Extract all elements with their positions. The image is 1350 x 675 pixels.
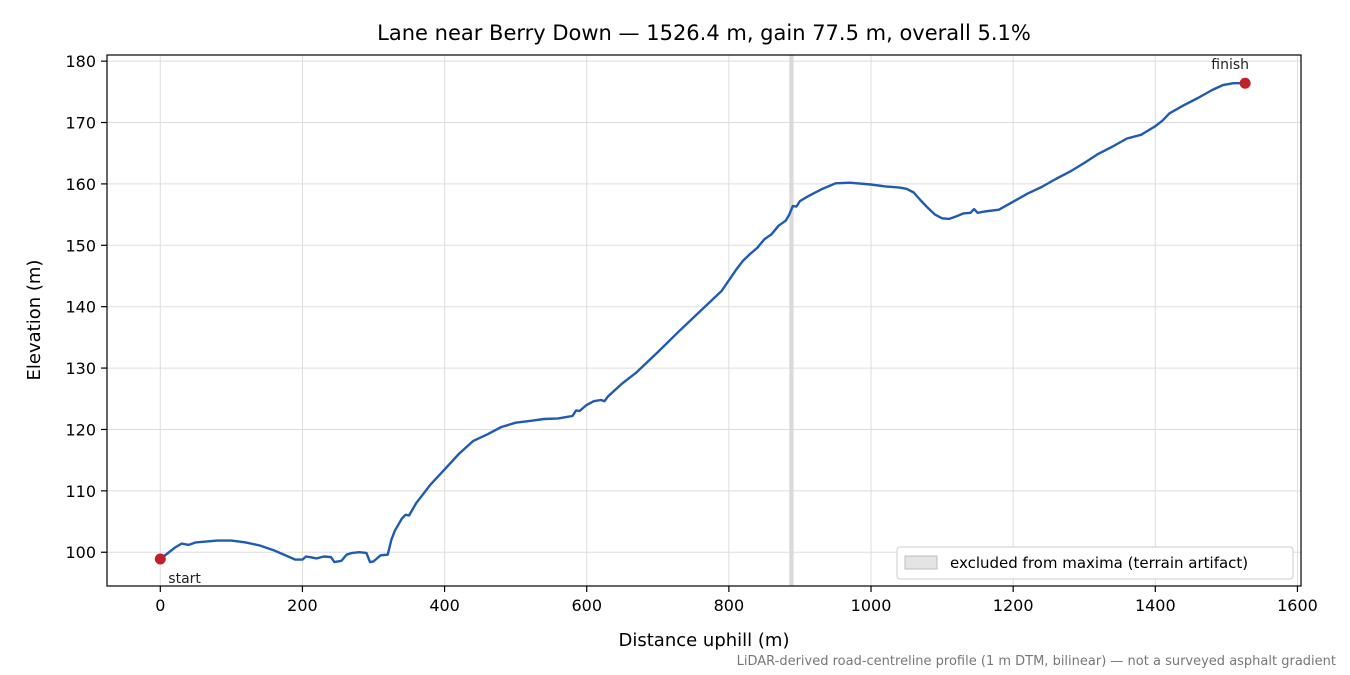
y-tick-label: 110 [65,482,96,501]
y-tick-label: 150 [65,236,96,255]
chart-title: Lane near Berry Down — 1526.4 m, gain 77… [377,21,1031,45]
x-tick-label: 1000 [851,596,892,615]
x-tick-label: 1400 [1135,596,1176,615]
x-tick-label: 800 [714,596,745,615]
y-axis-label: Elevation (m) [24,260,45,381]
marker-layer: start finish [154,57,1251,587]
elevation-line [159,81,1247,564]
legend-label: excluded from maxima (terrain artifact) [950,554,1248,572]
legend: excluded from maxima (terrain artifact) [896,546,1294,580]
y-tick-label: 140 [65,298,96,317]
axis-ticks: 0 200 400 600 800 1000 1200 1400 1600 100 110 120 13… [65,52,1317,615]
y-tick-label: 160 [65,175,96,194]
y-tick-label: 130 [65,359,96,378]
start-marker [154,553,166,565]
excluded-band-layer [789,55,794,586]
x-tick-label: 600 [571,596,602,615]
y-tick-label: 120 [65,420,96,439]
x-tick-label: 0 [155,596,165,615]
plot-frame [106,54,1302,587]
legend-box [896,546,1294,580]
legend-swatch [904,555,938,570]
x-tick-label: 1600 [1277,596,1318,615]
y-tick-label: 180 [65,52,96,71]
grid-lines [107,55,1301,586]
x-tick-label: 200 [287,596,318,615]
x-tick-label: 400 [429,596,460,615]
start-label: start [168,571,201,587]
series-layer [159,81,1247,564]
x-tick-label: 1200 [993,596,1034,615]
excluded-band [789,55,794,586]
finish-marker [1239,77,1251,89]
x-axis-label: Distance uphill (m) [619,630,790,651]
y-tick-label: 100 [65,543,96,562]
finish-label: finish [1211,57,1249,73]
footnote: LiDAR-derived road-centreline profile (1… [737,654,1336,669]
y-tick-label: 170 [65,114,96,133]
